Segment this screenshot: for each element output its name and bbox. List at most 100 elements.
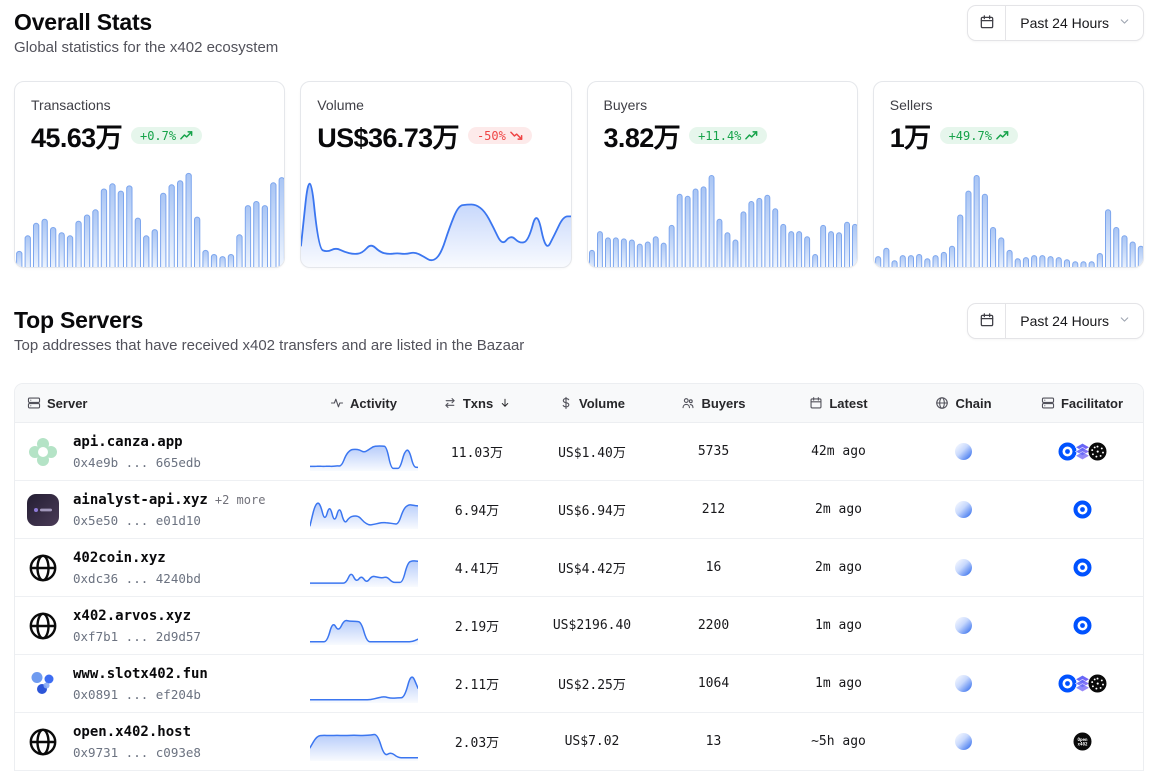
- volume-value: US$4.42万: [558, 562, 626, 577]
- column-header-facilitator[interactable]: Facilitator: [1021, 396, 1143, 411]
- server-name: api.canza.app: [73, 434, 183, 450]
- calendar-icon: [979, 14, 995, 33]
- stack-icon: [1041, 396, 1055, 410]
- swap-icon: [443, 396, 457, 410]
- coinbase-icon: [1073, 558, 1092, 577]
- column-header-chain[interactable]: Chain: [906, 396, 1021, 411]
- stat-card-transactions: Transactions 45.63万 +0.7%: [14, 81, 286, 268]
- server-name: ainalyst-api.xyz: [73, 492, 208, 508]
- buyers-value: 1064: [697, 676, 730, 691]
- top-servers-time-filter: Past 24 Hours: [967, 303, 1144, 339]
- chain-icon-base-sphere: [906, 675, 1021, 692]
- svg-text:x402: x402: [1077, 742, 1088, 747]
- time-range-dropdown[interactable]: Past 24 Hours: [1006, 304, 1143, 338]
- server-row-x402.arvos.xyz[interactable]: x402.arvos.xyz 0xf7b1 ... 2d9d57 2.19万 US$2…: [15, 597, 1143, 655]
- time-range-dropdown[interactable]: Past 24 Hours: [1006, 6, 1143, 40]
- coinbase-icon: [1073, 616, 1092, 635]
- stat-card-sellers: Sellers 1万 +49.7%: [872, 81, 1144, 268]
- stat-value: 1万: [889, 123, 931, 153]
- server-address: 0x4e9b ... 665edb: [73, 455, 201, 470]
- txns-value: 6.94万: [454, 504, 500, 519]
- table-header-row: Server Activity Txns Volume Buyers Latest Chai…: [15, 384, 1143, 423]
- column-header-buyers[interactable]: Buyers: [656, 396, 771, 411]
- buyers-value: 16: [705, 560, 722, 575]
- activity-sparkline: [301, 491, 426, 529]
- change-badge: -50%: [467, 127, 532, 144]
- stat-value: 45.63万: [31, 123, 123, 153]
- facilitator-icons: Open x402: [1021, 732, 1143, 751]
- page-subtitle: Global statistics for the x402 ecosystem: [14, 39, 279, 56]
- stat-sparkline-chart: [301, 153, 571, 267]
- server-row-api.canza.app[interactable]: api.canza.app 0x4e9b ... 665edb 11.03万 US$1…: [15, 423, 1143, 481]
- server-cell: ainalyst-api.xyz +2 more 0x5e50 ... e01d10: [15, 491, 301, 528]
- buyers-value: 212: [701, 502, 726, 517]
- top-servers-table: Server Activity Txns Volume Buyers Latest Chai…: [14, 383, 1144, 771]
- server-row-ainalyst-api.xyz[interactable]: ainalyst-api.xyz +2 more 0x5e50 ... e01d10…: [15, 481, 1143, 539]
- column-header-volume[interactable]: Volume: [528, 396, 656, 411]
- activity-icon: [330, 396, 344, 410]
- trend-down-icon: [510, 130, 523, 141]
- activity-sparkline: [301, 607, 426, 645]
- facilitator-icons: [1021, 500, 1143, 519]
- column-label: Server: [47, 395, 88, 411]
- server-avatar-slot-logo: [26, 667, 60, 701]
- calendar-button[interactable]: [968, 304, 1007, 338]
- chevron-down-icon: [1118, 15, 1131, 31]
- server-name: www.slotx402.fun: [73, 666, 208, 682]
- overall-stats-titles: Overall Stats Global statistics for the …: [14, 0, 278, 56]
- chain-icon-base-sphere: [906, 617, 1021, 634]
- chain-icon-base-sphere: [906, 559, 1021, 576]
- txns-value: 4.41万: [454, 562, 500, 577]
- coinbase-icon: [1058, 674, 1077, 693]
- column-label: Volume: [579, 395, 625, 411]
- facilitator-icons: [1021, 616, 1143, 635]
- server-row-402coin.xyz[interactable]: 402coin.xyz 0xdc36 ... 4240bd 4.41万 US$4.42…: [15, 539, 1143, 597]
- server-cell: www.slotx402.fun 0x0891 ... ef204b: [15, 665, 301, 702]
- sort-down-icon: [499, 397, 511, 409]
- column-header-latest[interactable]: Latest: [771, 396, 906, 411]
- server-avatar-ainalyst-logo: [26, 493, 60, 527]
- column-header-activity[interactable]: Activity: [301, 396, 426, 411]
- section-title: Top Servers: [14, 307, 144, 333]
- change-badge: +49.7%: [939, 127, 1018, 144]
- trend-up-icon: [745, 130, 758, 141]
- people-icon: [681, 396, 695, 410]
- stat-label: Volume: [317, 97, 364, 113]
- activity-sparkline: [301, 549, 426, 587]
- server-avatar-globe: [26, 551, 60, 585]
- overall-stats-header: Overall Stats Global statistics for the …: [14, 0, 1144, 56]
- buyers-value: 5735: [697, 444, 730, 459]
- column-label: Chain: [955, 395, 992, 411]
- section-subtitle: Top addresses that have received x402 tr…: [14, 337, 525, 354]
- server-row-open.x402.host[interactable]: open.x402.host 0x9731 ... c093e8 2.03万 US$7…: [15, 713, 1143, 771]
- column-header-txns[interactable]: Txns: [426, 396, 528, 411]
- stat-card-buyers: Buyers 3.82万 +11.4%: [586, 81, 858, 268]
- buyers-value: 2200: [697, 618, 730, 633]
- trend-up-icon: [180, 130, 193, 141]
- calendar-icon: [809, 396, 823, 410]
- change-value: +11.4%: [698, 128, 742, 143]
- server-cell: 402coin.xyz 0xdc36 ... 4240bd: [15, 549, 301, 586]
- latest-value: 1m ago: [815, 676, 862, 691]
- server-icon: [27, 396, 41, 410]
- chevron-down-icon: [1118, 313, 1131, 329]
- stat-card-volume: Volume US$36.73万 -50%: [300, 81, 572, 268]
- calendar-button[interactable]: [968, 6, 1007, 40]
- server-cell: api.canza.app 0x4e9b ... 665edb: [15, 433, 301, 470]
- column-header-server[interactable]: Server: [15, 396, 301, 411]
- server-extra-count: +2 more: [214, 493, 266, 507]
- trend-up-icon: [996, 130, 1009, 141]
- server-row-www.slotx402.fun[interactable]: www.slotx402.fun 0x0891 ... ef204b 2.11万 US…: [15, 655, 1143, 713]
- server-avatar-globe: [26, 609, 60, 643]
- chain-icon-base-sphere: [906, 501, 1021, 518]
- time-range-label: Past 24 Hours: [1020, 15, 1109, 31]
- server-address: 0xf7b1 ... 2d9d57: [73, 629, 201, 644]
- layers-icon: [1073, 674, 1092, 693]
- column-label: Latest: [829, 395, 868, 411]
- column-label: Facilitator: [1060, 395, 1124, 411]
- txns-value: 2.11万: [454, 678, 500, 693]
- latest-value: ~5h ago: [811, 734, 866, 749]
- volume-value: US$6.94万: [558, 504, 626, 519]
- column-label: Txns: [462, 395, 494, 411]
- latest-value: 2m ago: [815, 502, 862, 517]
